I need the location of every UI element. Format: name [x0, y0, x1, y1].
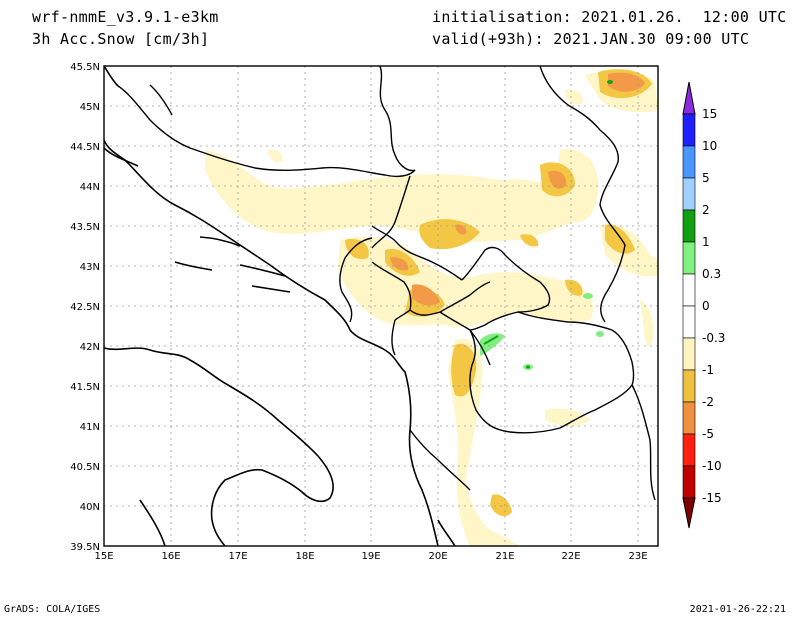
colorbar: 15 10 5 2 1 0.3 0 -0.3 -1 -2 -5 -10 -15 — [682, 81, 725, 529]
colorbar-label: 0.3 — [702, 267, 721, 281]
lon-label: 20E — [428, 551, 447, 562]
colorbar-box — [682, 369, 696, 403]
colorbar-box — [682, 433, 696, 467]
colorbar-box — [682, 241, 696, 275]
colorbar-bottom-arrow — [682, 497, 696, 529]
colorbar-box — [682, 305, 696, 339]
lon-label: 21E — [495, 551, 514, 562]
colorbar-boxes — [682, 113, 696, 499]
snow-green — [480, 80, 613, 370]
colorbar-box — [682, 145, 696, 179]
colorbar-box — [682, 273, 696, 307]
colorbar-box — [682, 209, 696, 243]
colorbar-box — [682, 465, 696, 499]
colorbar-label: -0.3 — [702, 331, 725, 345]
lat-label: 39.5N — [70, 542, 100, 553]
colorbar-label: -1 — [702, 363, 714, 377]
lat-label: 42N — [80, 342, 100, 353]
lat-label: 41.5N — [70, 382, 100, 393]
lat-label: 41N — [80, 422, 100, 433]
colorbar-box — [682, 113, 696, 147]
lat-label: 42.5N — [70, 302, 100, 313]
lat-label: 40.5N — [70, 462, 100, 473]
lat-label: 43N — [80, 262, 100, 273]
colorbar-box — [682, 177, 696, 211]
colorbar-label: -5 — [702, 427, 714, 441]
colorbar-label: 15 — [702, 107, 717, 121]
footer-credit: GrADS: COLA/IGES — [4, 604, 101, 615]
footer-timestamp: 2021-01-26-22:21 — [689, 604, 786, 615]
lat-label: 44N — [80, 182, 100, 193]
colorbar-label: -15 — [702, 491, 722, 505]
lat-label: 44.5N — [70, 142, 100, 153]
lat-label: 43.5N — [70, 222, 100, 233]
lon-label: 22E — [561, 551, 580, 562]
colorbar-label: 2 — [702, 203, 710, 217]
variable-title: 3h Acc.Snow [cm/3h] — [32, 30, 210, 48]
model-title: wrf-nmmE_v3.9.1-e3km — [32, 8, 219, 26]
initialisation-time: initialisation: 2021.01.26. 12:00 UTC — [432, 8, 787, 26]
lon-label: 19E — [361, 551, 380, 562]
colorbar-label: 5 — [702, 171, 710, 185]
longitude-labels: 15E 16E 17E 18E 19E 20E 21E 22E 23E — [94, 551, 647, 562]
lon-label: 16E — [161, 551, 180, 562]
colorbar-label: 1 — [702, 235, 710, 249]
colorbar-label: 10 — [702, 139, 717, 153]
map-grid — [104, 66, 658, 546]
colorbar-label: 0 — [702, 299, 710, 313]
lon-label: 18E — [295, 551, 314, 562]
country-borders — [117, 66, 656, 501]
colorbar-top-arrow — [682, 81, 696, 115]
lon-label: 23E — [628, 551, 647, 562]
lon-label: 15E — [94, 551, 113, 562]
snow-shading — [205, 69, 658, 546]
valid-time: valid(+93h): 2021.JAN.30 09:00 UTC — [432, 30, 750, 48]
lat-label: 45N — [80, 102, 100, 113]
colorbar-box — [682, 337, 696, 371]
colorbar-box — [682, 401, 696, 435]
lon-label: 17E — [228, 551, 247, 562]
snow-heavy — [390, 72, 645, 306]
colorbar-label: -10 — [702, 459, 722, 473]
colorbar-label: -2 — [702, 395, 714, 409]
lat-label: 45.5N — [70, 62, 100, 73]
map-frame — [103, 65, 659, 547]
latitude-labels: 45.5N 45N 44.5N 44N 43.5N 43N 42.5N 42N … — [70, 62, 100, 553]
lat-label: 40N — [80, 502, 100, 513]
coastlines — [104, 66, 456, 546]
